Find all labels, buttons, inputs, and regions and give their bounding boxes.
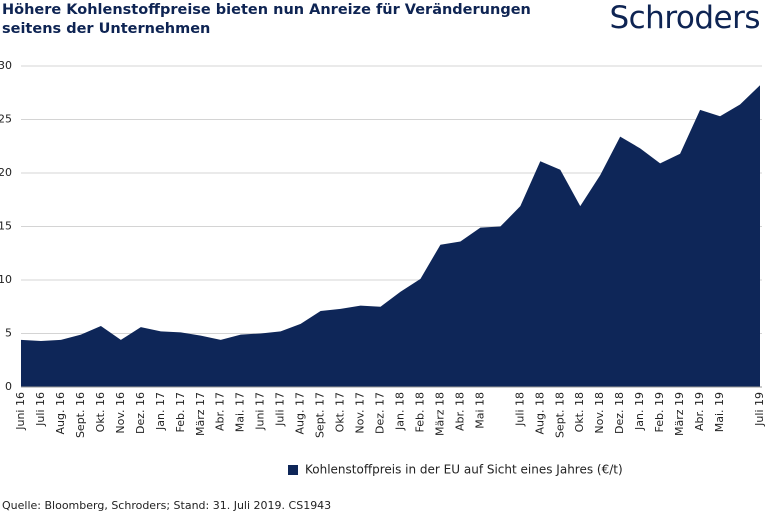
- x-tick-label: Aug. 16: [54, 392, 67, 434]
- x-tick-label: Juni 16: [14, 392, 27, 431]
- x-tick-label: Abr. 18: [453, 392, 466, 431]
- y-tick-label: 20: [0, 166, 12, 179]
- x-tick-label: Abr. 19: [693, 392, 706, 431]
- x-tick-label: Jan. 18: [393, 392, 406, 431]
- legend-swatch: [288, 465, 298, 475]
- x-tick-label: Aug. 18: [533, 392, 546, 434]
- x-tick-label: Abr. 17: [214, 392, 227, 431]
- x-tick-label: Feb. 17: [174, 392, 187, 432]
- x-tick-label: März 17: [194, 392, 207, 436]
- x-tick-label: Jan. 19: [633, 392, 646, 431]
- x-tick-label: März 18: [433, 392, 446, 436]
- x-tick-label: Mai. 19: [713, 392, 726, 432]
- x-tick-label: Mai. 17: [234, 392, 247, 432]
- x-tick-label: Jan. 17: [154, 392, 167, 431]
- y-tick-label: 0: [5, 380, 12, 393]
- x-tick-label: Juli 17: [274, 392, 287, 427]
- x-tick-label: Sept. 17: [314, 392, 327, 438]
- x-tick-label: Dez. 17: [374, 392, 387, 434]
- logo: Schroders: [609, 0, 760, 36]
- x-tick-label: März 19: [673, 392, 686, 436]
- x-tick-label: Juli 19: [753, 392, 766, 427]
- x-tick-label: Aug. 17: [294, 392, 307, 434]
- y-tick-label: 10: [0, 273, 12, 286]
- x-tick-label: Mai 18: [473, 392, 486, 429]
- x-tick-label: Nov. 18: [593, 392, 606, 434]
- chart-title: Höhere Kohlenstoffpreise bieten nun Anre…: [2, 2, 531, 37]
- area: [21, 85, 760, 387]
- x-tick-label: Nov. 17: [354, 392, 367, 434]
- x-tick-label: Sept. 16: [74, 392, 87, 438]
- y-tick-label: 25: [0, 113, 12, 126]
- x-tick-label: Juli 18: [513, 392, 526, 427]
- x-tick-label: Okt. 18: [573, 392, 586, 432]
- x-tick-label: Nov. 16: [114, 392, 127, 434]
- x-tick-label: Juni 17: [254, 392, 267, 431]
- x-tick-label: Feb. 18: [413, 392, 426, 432]
- legend-label: Kohlenstoffpreis in der EU auf Sicht ein…: [305, 463, 623, 477]
- x-tick-label: Okt. 16: [94, 392, 107, 432]
- source-note: Quelle: Bloomberg, Schroders; Stand: 31.…: [2, 499, 332, 512]
- x-tick-label: Juli 16: [34, 392, 47, 427]
- y-tick-label: 30: [0, 59, 12, 72]
- x-tick-label: Dez. 18: [613, 392, 626, 434]
- y-tick-label: 15: [0, 220, 12, 233]
- x-tick-label: Dez. 16: [134, 392, 147, 434]
- y-tick-label: 5: [5, 327, 12, 340]
- x-tick-label: Feb. 19: [653, 392, 666, 432]
- x-tick-label: Sept. 18: [553, 392, 566, 438]
- x-tick-label: Okt. 17: [334, 392, 347, 432]
